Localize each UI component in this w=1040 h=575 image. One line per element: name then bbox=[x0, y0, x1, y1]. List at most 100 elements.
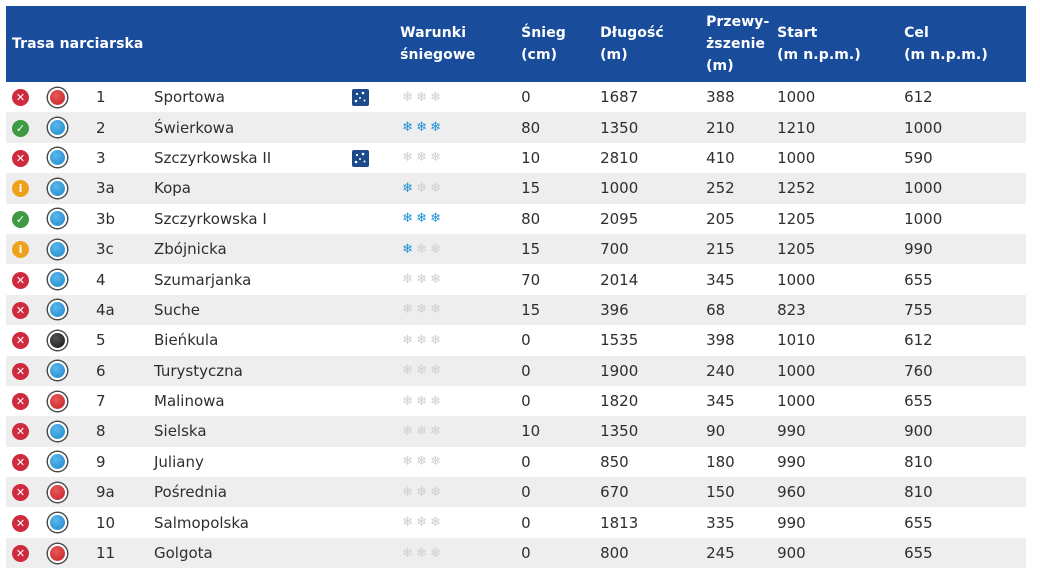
night-skiing-cell bbox=[352, 325, 400, 355]
slope-name[interactable]: Salmopolska bbox=[154, 513, 249, 532]
start-altitude: 900 bbox=[777, 544, 806, 563]
slope-name[interactable]: Sportowa bbox=[154, 88, 225, 107]
slope-length: 1535 bbox=[600, 331, 639, 350]
table-row-7[interactable]: ✕ 7 Malinowa ❄ ❄ ❄ 0 1820 345 1000 655 bbox=[6, 385, 1027, 417]
table-row-8[interactable]: ✕ 8 Sielska ❄ ❄ ❄ 10 1350 90 990 900 bbox=[6, 416, 1027, 447]
snow-conditions-cell: ❄ ❄ ❄ bbox=[400, 82, 521, 112]
slope-name[interactable]: Malinowa bbox=[154, 392, 225, 411]
snow-depth: 0 bbox=[521, 331, 531, 350]
header-elevation-line3: (m) bbox=[706, 58, 734, 74]
slope-name[interactable]: Kopa bbox=[154, 179, 191, 198]
table-row-3[interactable]: ✕ 3 Szczyrkowska II ❄ ❄ ❄ 10 2810 410 1000… bbox=[6, 142, 1027, 174]
table-row-4a[interactable]: ✕ 4a Suche ❄ ❄ ❄ 15 396 68 823 755 bbox=[6, 294, 1027, 326]
table-row-10[interactable]: ✕ 10 Salmopolska ❄ ❄ ❄ 0 1813 335 990 655 bbox=[6, 507, 1027, 538]
slope-elevation: 245 bbox=[706, 544, 735, 563]
status-cell: i bbox=[6, 234, 48, 264]
difficulty-cell bbox=[48, 477, 96, 507]
snow-depth: 0 bbox=[521, 88, 531, 107]
closed-status-icon: ✕ bbox=[12, 514, 29, 532]
difficulty-cell bbox=[48, 538, 96, 568]
slope-name[interactable]: Pośrednia bbox=[154, 483, 227, 502]
slope-number: 10 bbox=[96, 513, 116, 532]
snowflake-icon: ❄ bbox=[430, 454, 441, 470]
slope-elevation: 180 bbox=[706, 452, 735, 471]
snow-conditions-icons: ❄ ❄ ❄ bbox=[400, 302, 442, 318]
slope-number: 4 bbox=[96, 270, 106, 289]
table-row-5[interactable]: ✕ 5 Bieńkula ❄ ❄ ❄ 0 1535 398 1010 612 bbox=[6, 325, 1027, 356]
snowflake-icon: ❄ bbox=[416, 241, 427, 257]
snow-conditions-cell: ❄ ❄ ❄ bbox=[400, 264, 521, 294]
slope-name[interactable]: Juliany bbox=[154, 452, 204, 471]
table-row-3a[interactable]: i 3a Kopa ❄ ❄ ❄ 15 1000 252 1252 1000 bbox=[6, 173, 1027, 204]
header-snow: Śnieg (cm) bbox=[521, 6, 600, 82]
slope-name[interactable]: Sielska bbox=[154, 422, 207, 441]
snowflake-icon: ❄ bbox=[430, 363, 441, 379]
slope-number: 7 bbox=[96, 392, 106, 411]
snowflake-icon: ❄ bbox=[416, 454, 427, 470]
night-skiing-cell bbox=[352, 477, 400, 507]
snowflake-icon: ❄ bbox=[402, 89, 413, 105]
info-status-icon: i bbox=[12, 180, 29, 198]
slope-name[interactable]: Bieńkula bbox=[154, 331, 219, 350]
table-row-9a[interactable]: ✕ 9a Pośrednia ❄ ❄ ❄ 0 670 150 960 810 bbox=[6, 477, 1027, 508]
finish-altitude: 755 bbox=[904, 300, 933, 319]
snowflake-icon: ❄ bbox=[430, 150, 441, 166]
red-slope-icon bbox=[48, 543, 67, 563]
start-altitude: 960 bbox=[777, 483, 806, 502]
closed-status-icon: ✕ bbox=[12, 271, 29, 289]
snowflake-icon: ❄ bbox=[402, 180, 413, 196]
night-skiing-cell bbox=[352, 356, 400, 386]
header-elevation-line1: Przewy- bbox=[706, 14, 770, 30]
snowflake-icon: ❄ bbox=[416, 515, 427, 531]
slope-name[interactable]: Szumarjanka bbox=[154, 270, 252, 289]
slope-length: 2095 bbox=[600, 209, 639, 228]
slope-elevation: 345 bbox=[706, 270, 735, 289]
info-status-icon: i bbox=[12, 241, 29, 259]
snow-depth: 15 bbox=[521, 240, 541, 259]
slope-name[interactable]: Suche bbox=[154, 300, 201, 319]
night-skiing-cell bbox=[352, 386, 400, 416]
status-cell: ✕ bbox=[6, 477, 48, 507]
slope-length: 700 bbox=[600, 240, 629, 259]
snowflake-icon: ❄ bbox=[402, 515, 413, 531]
snow-conditions-icons: ❄ ❄ ❄ bbox=[400, 272, 442, 288]
header-trail: Trasa narciarska bbox=[6, 6, 400, 82]
snowflake-icon: ❄ bbox=[430, 332, 441, 348]
slope-name[interactable]: Turystyczna bbox=[154, 361, 243, 380]
slope-name[interactable]: Golgota bbox=[154, 544, 213, 563]
slope-name[interactable]: Szczyrkowska II bbox=[154, 148, 272, 167]
snowflake-icon: ❄ bbox=[430, 393, 441, 409]
status-cell: ✓ bbox=[6, 112, 48, 142]
night-skiing-cell bbox=[352, 234, 400, 264]
slope-name[interactable]: Szczyrkowska I bbox=[154, 209, 267, 228]
table-row-11[interactable]: ✕ 11 Golgota ❄ ❄ ❄ 0 800 245 900 655 bbox=[6, 537, 1027, 569]
table-row-9[interactable]: ✕ 9 Juliany ❄ ❄ ❄ 0 850 180 990 810 bbox=[6, 446, 1027, 478]
difficulty-cell bbox=[48, 112, 96, 142]
start-altitude: 1210 bbox=[777, 118, 816, 137]
table-row-2[interactable]: ✓ 2 Świerkowa ❄ ❄ ❄ 80 1350 210 1210 1000 bbox=[6, 112, 1027, 143]
slope-elevation: 388 bbox=[706, 88, 735, 107]
header-start: Start (m n.p.m.) bbox=[777, 6, 904, 82]
snowflake-icon: ❄ bbox=[430, 302, 441, 318]
blue-slope-icon bbox=[48, 118, 67, 138]
table-row-3b[interactable]: ✓ 3b Szczyrkowska I ❄ ❄ ❄ 80 2095 205 1205… bbox=[6, 203, 1027, 234]
difficulty-cell bbox=[48, 447, 96, 477]
snow-conditions-icons: ❄ ❄ ❄ bbox=[400, 242, 442, 258]
slope-name[interactable]: Zbójnicka bbox=[154, 240, 227, 259]
table-row-3c[interactable]: i 3c Zbójnicka ❄ ❄ ❄ 15 700 215 1205 990 bbox=[6, 233, 1027, 265]
table-row-4[interactable]: ✕ 4 Szumarjanka ❄ ❄ ❄ 70 2014 345 1000 655 bbox=[6, 264, 1027, 295]
start-altitude: 1205 bbox=[777, 240, 816, 259]
snow-conditions-icons: ❄ ❄ ❄ bbox=[400, 181, 442, 197]
table-row-6[interactable]: ✕ 6 Turystyczna ❄ ❄ ❄ 0 1900 240 1000 760 bbox=[6, 355, 1027, 386]
slope-name[interactable]: Świerkowa bbox=[154, 118, 235, 137]
red-slope-icon bbox=[48, 482, 67, 502]
snow-conditions-cell: ❄ ❄ ❄ bbox=[400, 143, 521, 173]
table-row-1[interactable]: ✕ 1 Sportowa ❄ ❄ ❄ 0 1687 388 1000 612 bbox=[6, 82, 1027, 113]
snowflake-icon: ❄ bbox=[416, 150, 427, 166]
closed-status-icon: ✕ bbox=[12, 453, 29, 471]
header-snow-line2: (cm) bbox=[521, 47, 558, 63]
snow-conditions-icons: ❄ ❄ ❄ bbox=[400, 363, 442, 379]
snowflake-icon: ❄ bbox=[430, 241, 441, 257]
night-skiing-cell bbox=[352, 204, 400, 234]
